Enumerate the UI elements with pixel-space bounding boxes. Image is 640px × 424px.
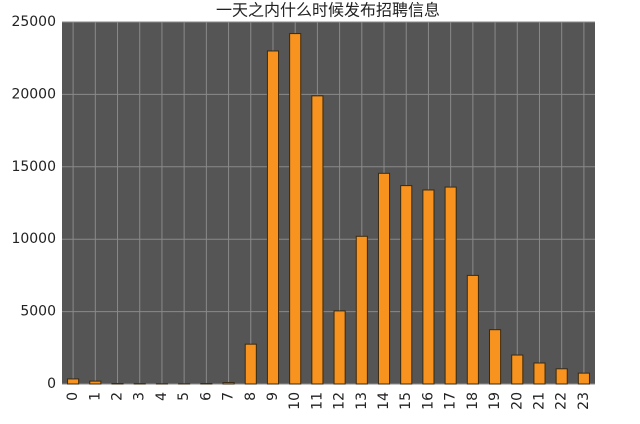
bar bbox=[511, 354, 524, 385]
bar bbox=[422, 189, 435, 385]
bar bbox=[311, 95, 324, 385]
y-tick-label: 25000 bbox=[11, 14, 56, 30]
x-tick-label: 21 bbox=[531, 392, 547, 410]
x-tick-label: 13 bbox=[354, 392, 370, 410]
x-tick-label: 15 bbox=[398, 392, 414, 410]
bar bbox=[289, 33, 302, 385]
x-tick-label: 23 bbox=[576, 392, 592, 410]
x-tick-label: 5 bbox=[176, 392, 192, 401]
x-tick-label: 22 bbox=[554, 392, 570, 410]
bar bbox=[577, 372, 590, 385]
x-tick-label: 19 bbox=[487, 392, 503, 410]
x-tick-label: 11 bbox=[309, 392, 325, 410]
bar bbox=[444, 186, 457, 385]
bar bbox=[355, 235, 368, 385]
bar bbox=[400, 185, 413, 385]
y-tick-label: 0 bbox=[47, 376, 56, 392]
bar bbox=[466, 274, 479, 385]
bar bbox=[533, 362, 546, 385]
x-tick-label: 9 bbox=[265, 392, 281, 401]
x-tick-label: 20 bbox=[509, 392, 525, 410]
x-tick-label: 10 bbox=[287, 392, 303, 410]
bar bbox=[67, 378, 80, 385]
x-tick-label: 18 bbox=[465, 392, 481, 410]
bar bbox=[333, 310, 346, 385]
bar bbox=[489, 329, 502, 385]
x-tick-label: 4 bbox=[154, 392, 170, 401]
x-tick-label: 6 bbox=[198, 392, 214, 401]
bar bbox=[266, 50, 280, 385]
plot-background bbox=[62, 22, 595, 384]
bar bbox=[222, 382, 235, 385]
y-tick-label: 5000 bbox=[20, 304, 56, 320]
bar bbox=[377, 172, 391, 385]
x-tick-label: 17 bbox=[443, 392, 459, 410]
bar bbox=[555, 368, 568, 385]
x-tick-label: 0 bbox=[65, 392, 81, 401]
x-tick-label: 16 bbox=[420, 392, 436, 410]
x-tick-label: 7 bbox=[221, 392, 237, 401]
y-tick-label: 15000 bbox=[11, 159, 56, 175]
x-tick-label: 3 bbox=[132, 392, 148, 401]
y-tick-label: 20000 bbox=[11, 86, 56, 102]
bar bbox=[244, 343, 257, 385]
x-tick-label: 8 bbox=[243, 392, 259, 401]
bar bbox=[89, 380, 102, 385]
chart-title: 一天之内什么时候发布招聘信息 bbox=[216, 1, 440, 20]
y-tick-label: 10000 bbox=[11, 231, 56, 247]
x-tick-label: 1 bbox=[87, 392, 103, 401]
x-tick-label: 2 bbox=[110, 392, 126, 401]
x-tick-label: 12 bbox=[332, 392, 348, 410]
x-tick-label: 14 bbox=[376, 392, 392, 410]
